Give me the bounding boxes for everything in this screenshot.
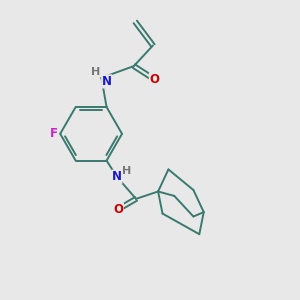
- Text: O: O: [113, 203, 123, 216]
- Text: H: H: [122, 166, 131, 176]
- Text: N: N: [102, 75, 112, 88]
- Text: O: O: [149, 73, 159, 86]
- Text: H: H: [92, 67, 101, 77]
- Text: N: N: [112, 170, 122, 183]
- Text: F: F: [50, 127, 58, 140]
